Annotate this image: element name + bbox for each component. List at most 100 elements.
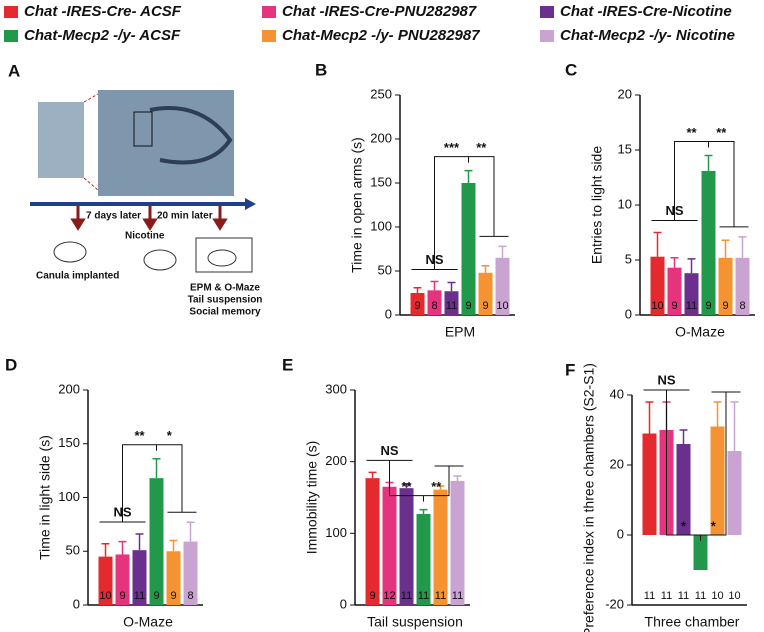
annotation: NS (425, 252, 443, 267)
legend-swatch (540, 30, 554, 42)
error-bar (169, 539, 178, 552)
legend-swatch (4, 6, 18, 18)
y-axis-label: Time in light side (s) (37, 435, 53, 560)
annotation: ** (476, 140, 487, 155)
error-bar (447, 281, 456, 292)
y-tick-label: 5 (625, 251, 632, 266)
n-label: 11 (686, 300, 697, 312)
x-axis-label: Three chamber (645, 614, 740, 630)
y-tick-label: 10 (618, 196, 632, 211)
y-axis-label: Entries to light side (589, 146, 605, 264)
y-tick-label: 250 (370, 86, 392, 101)
n-label: 9 (170, 590, 176, 602)
bar (710, 426, 725, 535)
bar (461, 183, 476, 315)
bar (183, 541, 198, 605)
annotation: NS (113, 504, 131, 519)
error-bar (453, 475, 462, 482)
error-bar (687, 258, 696, 274)
legend-label: Chat -IRES-Cre-Nicotine (560, 3, 732, 20)
bracket (389, 460, 450, 502)
error-bar (436, 485, 445, 490)
n-label: 10 (651, 300, 663, 312)
n-label: 11 (418, 590, 429, 602)
panel-label: F (565, 360, 575, 379)
panel-label: A (8, 61, 20, 80)
n-label: 9 (369, 590, 375, 602)
y-tick-label: 200 (58, 381, 80, 396)
bar (410, 293, 425, 315)
timeline-arrow (245, 198, 256, 210)
bar (433, 489, 448, 605)
test-label: Social memory (189, 307, 261, 318)
y-tick-label: 200 (325, 453, 347, 468)
n-label: 11 (678, 590, 689, 602)
legend-label: Chat -IRES-Cre- ACSF (24, 3, 182, 20)
bar (450, 481, 465, 605)
inset-box (133, 111, 153, 147)
error-bar (730, 401, 739, 451)
inset-image (38, 102, 84, 178)
error-bar (402, 483, 411, 489)
bar (132, 550, 147, 605)
chart: B 0 50 100 150 200 250 Time in open arms (s) EPM… (315, 60, 515, 340)
legend-label: Chat-Mecp2 -/y- ACSF (24, 27, 181, 44)
error-bar (430, 280, 439, 291)
bar (718, 257, 733, 315)
x-axis-label: Tail suspension (367, 614, 463, 630)
n-label: 11 (401, 590, 412, 602)
bar (727, 451, 742, 535)
annotation: NS (665, 203, 683, 218)
y-tick-label: 0 (340, 596, 347, 611)
y-tick-label: 0 (73, 596, 80, 611)
bar (676, 444, 691, 535)
n-label: 8 (187, 590, 193, 602)
x-axis-label: EPM (445, 324, 475, 340)
legend-swatch (262, 30, 276, 42)
y-tick-label: 0 (625, 306, 632, 321)
error-bar (101, 542, 110, 557)
error-bar (135, 533, 144, 551)
chart: F -20 0 20 40 Preference index in three chamb… (565, 360, 747, 632)
x-axis-label: O-Maze (123, 614, 173, 630)
y-axis-label: Immobility time (s) (304, 441, 320, 555)
histology-image (98, 90, 234, 196)
y-tick-label: 20 (610, 456, 624, 471)
n-label: 9 (153, 590, 159, 602)
n-label: 9 (465, 300, 471, 312)
bar (684, 273, 699, 315)
n-label: 11 (452, 590, 463, 602)
mouse-icon (53, 241, 87, 263)
n-label: 9 (414, 300, 420, 312)
y-tick-label: 150 (58, 435, 80, 450)
bar (382, 486, 397, 605)
annotation: NS (380, 443, 398, 458)
bar (149, 478, 164, 605)
panel-label: B (315, 60, 327, 79)
bracket (666, 390, 727, 541)
error-bar (645, 401, 654, 434)
test-label: Tail suspension (188, 295, 263, 306)
error-bar (464, 169, 473, 183)
bar (365, 478, 380, 605)
y-tick-label: 0 (617, 526, 624, 541)
y-tick-label: 150 (370, 174, 392, 189)
n-label: 12 (383, 590, 395, 602)
n-label: 11 (661, 590, 672, 602)
bar (416, 513, 431, 605)
bar (735, 257, 750, 315)
bar (701, 170, 716, 315)
n-label: 11 (695, 590, 706, 602)
n-label: 9 (119, 590, 125, 602)
y-tick-label: 15 (618, 141, 632, 156)
legend-label: Chat-Mecp2 -/y- PNU282987 (282, 27, 480, 44)
error-bar (152, 458, 161, 479)
legend-swatch (540, 6, 554, 18)
annotation: *** (444, 140, 460, 155)
step-label: 20 min later (157, 211, 213, 222)
y-axis-label: Preference index in three chambers (S2-S… (581, 363, 597, 632)
inset-link (83, 177, 99, 191)
n-label: 10 (711, 590, 723, 602)
